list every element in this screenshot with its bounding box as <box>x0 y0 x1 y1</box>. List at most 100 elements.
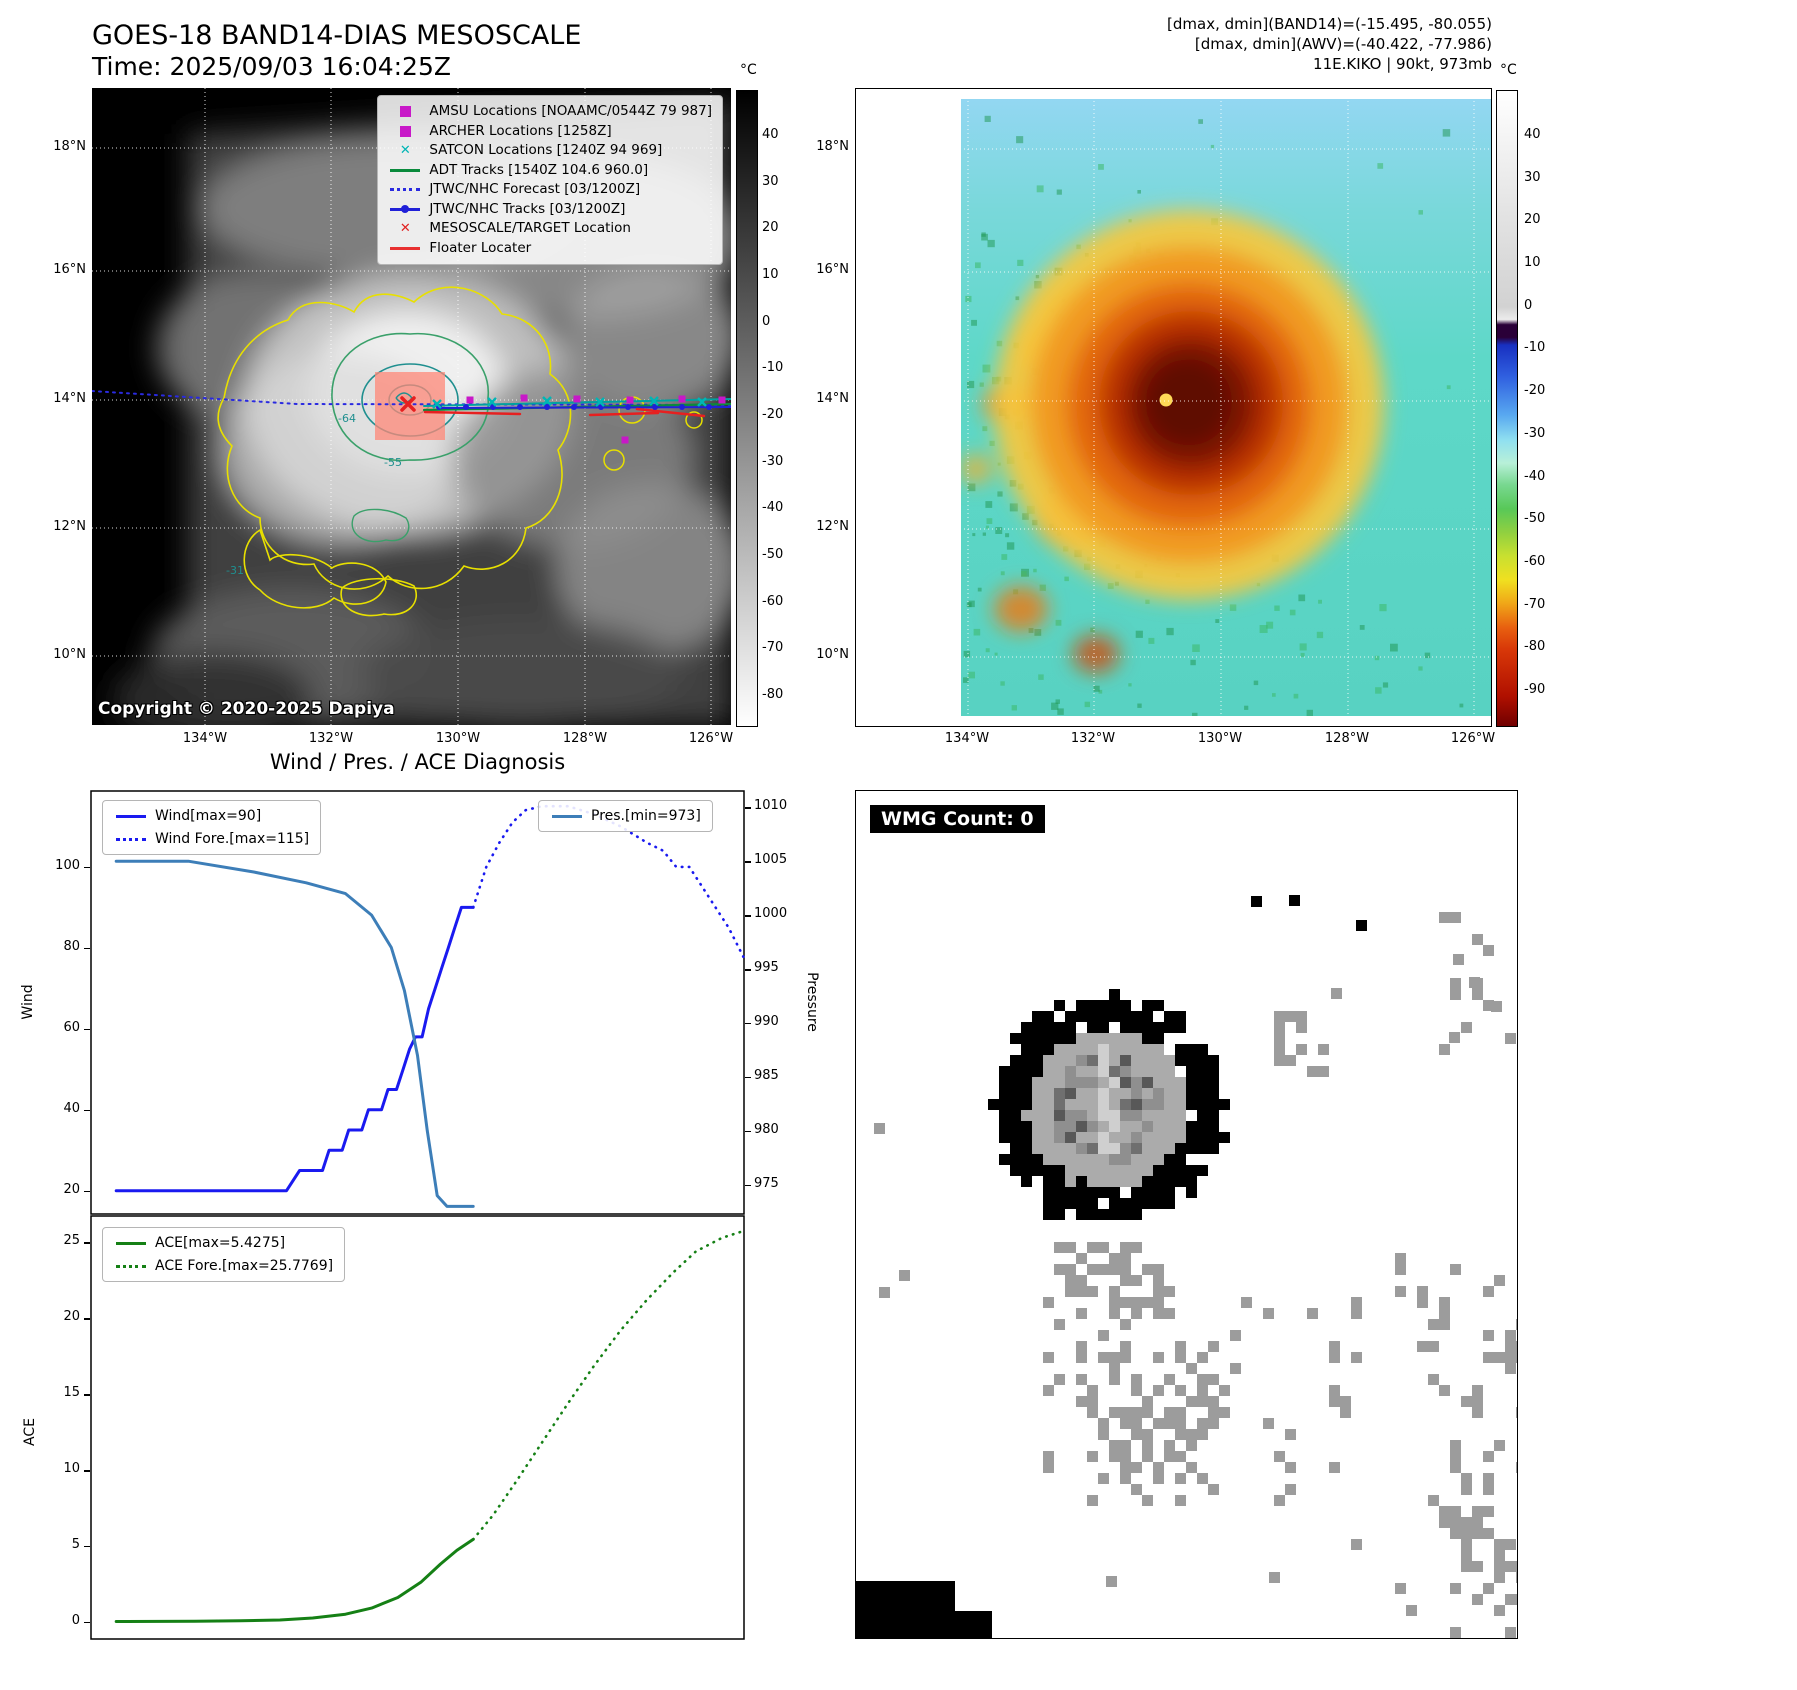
legend-entry: ✕ SATCON Locations [1240Z 94 969] <box>388 141 712 161</box>
tl-colorbar-tick: 0 <box>762 313 771 329</box>
legend-entry-label: JTWC/NHC Forecast [03/1200Z] <box>429 181 641 197</box>
legend-entry-label: ACE Fore.[max=25.7769] <box>155 1258 334 1274</box>
legend-entry: ARCHER Locations [1258Z] <box>388 122 712 142</box>
tr-header-storm-id: 11E.KIKO | 90kt, 973mb <box>1313 55 1492 73</box>
tr-colorbar-tick: -40 <box>1524 468 1546 484</box>
tl-colorbar-tick: 10 <box>762 267 779 282</box>
tl-lat-label: 18°N <box>53 139 86 154</box>
pressure-tick-mark <box>745 969 751 971</box>
pressure-tick-label: 990 <box>754 1013 779 1029</box>
legend-entry: Wind Fore.[max=115] <box>114 831 309 847</box>
ace-tick-mark <box>84 1242 90 1244</box>
tl-lat-label: 12°N <box>53 519 86 534</box>
tl-lon-label: 128°W <box>562 731 608 746</box>
legend-entry-label: Wind[max=90] <box>155 808 262 824</box>
pressure-tick-mark <box>745 807 751 809</box>
storm-core <box>961 210 1384 673</box>
wind-tick-mark <box>84 947 90 950</box>
tl-lat-label: 16°N <box>53 262 86 277</box>
tl-colorbar-unit: °C <box>740 62 757 78</box>
legend-entry-label: ACE[max=5.4275] <box>155 1235 286 1251</box>
tr-lat-label: 16°N <box>816 262 849 277</box>
tr-colorbar-tick: -10 <box>1524 340 1546 356</box>
tr-lat-label: 18°N <box>816 139 849 154</box>
pressure-tick-mark <box>745 861 751 863</box>
wind-tick-label: 60 <box>63 1019 80 1035</box>
ace-tick-label: 20 <box>63 1309 80 1325</box>
dotted-line-legend-marker <box>114 832 148 846</box>
pressure-tick-label: 985 <box>754 1067 779 1083</box>
chart-title: Wind / Pres. / ACE Diagnosis <box>269 750 566 774</box>
enhanced-ir-map <box>855 88 1492 727</box>
tl-colorbar-tick: 20 <box>762 220 779 236</box>
tr-colorbar-tick: 10 <box>1524 255 1541 271</box>
line-legend-marker <box>388 163 422 177</box>
tr-colorbar-tick: 20 <box>1524 212 1541 228</box>
tr-lon-label: 128°W <box>1324 731 1370 746</box>
wind-tick-mark <box>84 1109 90 1112</box>
tr-colorbar-tick: 40 <box>1524 127 1541 142</box>
ace-tick-mark <box>84 1621 90 1624</box>
tl-lon-label: 132°W <box>308 731 354 746</box>
pressure-tick-label: 1000 <box>754 906 788 922</box>
legend-entry-label: Wind Fore.[max=115] <box>155 831 310 847</box>
pressure-tick-mark <box>745 1076 751 1079</box>
wind-legend: Wind[max=90] Wind Fore.[max=115] <box>102 800 322 855</box>
wmg-count-badge: WMG Count: 0 <box>870 805 1045 833</box>
tl-colorbar-tick: -10 <box>762 360 784 376</box>
tl-lat-label: 10°N <box>53 647 86 662</box>
tr-lon-label: 134°W <box>944 731 990 746</box>
tl-lat-label: 14°N <box>53 391 86 406</box>
legend-entry: AMSU Locations [NOAAMC/0544Z 79 987] <box>388 102 712 122</box>
tr-colorbar-tick: -80 <box>1524 639 1546 655</box>
legend-entry: ACE[max=5.4275] <box>114 1235 333 1251</box>
ace-tick-mark <box>84 1470 90 1472</box>
pressure-legend: Pres.[min=973] <box>538 800 713 832</box>
legend-entry-label: Pres.[min=973] <box>591 808 701 824</box>
tr-header-band14: [dmax, dmin](BAND14)=(-15.495, -80.055) <box>1167 15 1492 33</box>
legend-entry: Floater Locater <box>388 239 712 259</box>
wind-tick-mark <box>84 866 90 869</box>
x-legend-marker: ✕ <box>399 221 411 237</box>
legend-entry: ADT Tracks [1540Z 104.6 960.0] <box>388 161 712 181</box>
storm-eye <box>1159 393 1173 407</box>
pressure-tick-mark <box>745 915 751 917</box>
tr-lat-label: 12°N <box>816 519 849 534</box>
tr-colorbar <box>1496 90 1518 727</box>
tl-colorbar-tick: -70 <box>762 640 784 656</box>
tl-colorbar-tick: -50 <box>762 547 784 563</box>
pressure-tick-label: 980 <box>754 1121 779 1137</box>
contour-label: -64 <box>338 412 356 425</box>
tr-colorbar-unit: °C <box>1500 62 1517 78</box>
legend-entry: ACE Fore.[max=25.7769] <box>114 1258 333 1274</box>
ace-tick-label: 10 <box>63 1461 80 1476</box>
tl-colorbar-tick: -30 <box>762 453 784 469</box>
wind-tick-label: 100 <box>55 857 80 873</box>
series-Wind[max=90] <box>114 905 475 1193</box>
tr-header-awv: [dmax, dmin](AWV)=(-40.422, -77.986) <box>1194 35 1492 53</box>
pressure-tick-mark <box>745 1130 751 1133</box>
enhanced-ir-image <box>856 89 1491 726</box>
pressure-tick-label: 1005 <box>754 852 788 868</box>
ace-tick-mark <box>84 1394 90 1396</box>
tl-panel-subtitle: Time: 2025/09/03 16:04:25Z <box>92 52 451 81</box>
pressure-axis-label: Pressure <box>804 972 820 1032</box>
legend-entry: Pres.[min=973] <box>550 808 701 824</box>
wind-tick-mark <box>84 1190 90 1193</box>
tl-colorbar-tick: -20 <box>762 407 784 423</box>
contour-label: -55 <box>384 456 402 469</box>
tl-colorbar-tick: 40 <box>762 127 779 142</box>
ace-tick-label: 0 <box>71 1612 80 1628</box>
legend-entry: Wind[max=90] <box>114 808 309 824</box>
tr-colorbar-tick: -60 <box>1524 553 1546 569</box>
tr-header: [dmax, dmin](BAND14)=(-15.495, -80.055) … <box>1040 14 1492 74</box>
x-legend-marker: ✕ <box>399 143 411 159</box>
legend-entry: ✕ MESOSCALE/TARGET Location <box>388 219 712 239</box>
legend-entry-label: MESOSCALE/TARGET Location <box>429 220 631 236</box>
wind-tick-label: 20 <box>63 1181 80 1197</box>
ace-tick-mark <box>84 1545 90 1548</box>
tl-colorbar-tick: -40 <box>762 500 784 516</box>
wind-axis-label: Wind <box>20 984 36 1020</box>
legend-entry-label: AMSU Locations [NOAAMC/0544Z 79 987] <box>429 103 712 119</box>
